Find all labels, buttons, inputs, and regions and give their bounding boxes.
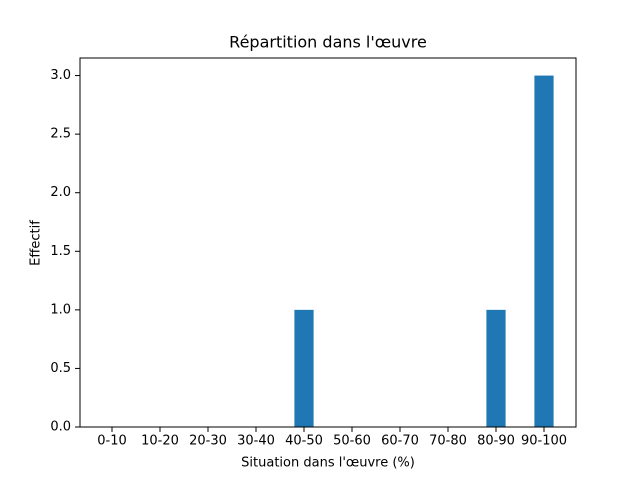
y-tick-label: 2.0 — [50, 185, 71, 200]
x-tick-label: 80-90 — [477, 434, 515, 449]
x-tick-label: 50-60 — [333, 434, 371, 449]
y-tick-label: 1.0 — [50, 302, 71, 317]
x-tick-label: 70-80 — [429, 434, 467, 449]
x-tick-label: 30-40 — [237, 434, 275, 449]
x-tick-label: 20-30 — [189, 434, 227, 449]
bar — [486, 309, 506, 427]
x-tick-label: 0-10 — [97, 434, 127, 449]
x-tick-label: 90-100 — [521, 434, 567, 449]
bar — [534, 75, 554, 428]
y-tick-label: 1.5 — [50, 244, 71, 259]
chart-title: Répartition dans l'œuvre — [229, 33, 427, 52]
y-tick-label: 3.0 — [50, 68, 71, 83]
x-tick-label: 40-50 — [285, 434, 323, 449]
x-axis-label: Situation dans l'œuvre (%) — [241, 456, 415, 471]
x-tick-label: 10-20 — [141, 434, 179, 449]
x-tick-label: 60-70 — [381, 434, 419, 449]
axes-frame — [79, 57, 577, 428]
y-tick-label: 2.5 — [50, 127, 71, 142]
y-axis-label: Effectif — [29, 220, 44, 266]
y-tick-label: 0.5 — [50, 361, 71, 376]
bar — [294, 309, 314, 427]
y-tick-label: 0.0 — [50, 420, 71, 435]
